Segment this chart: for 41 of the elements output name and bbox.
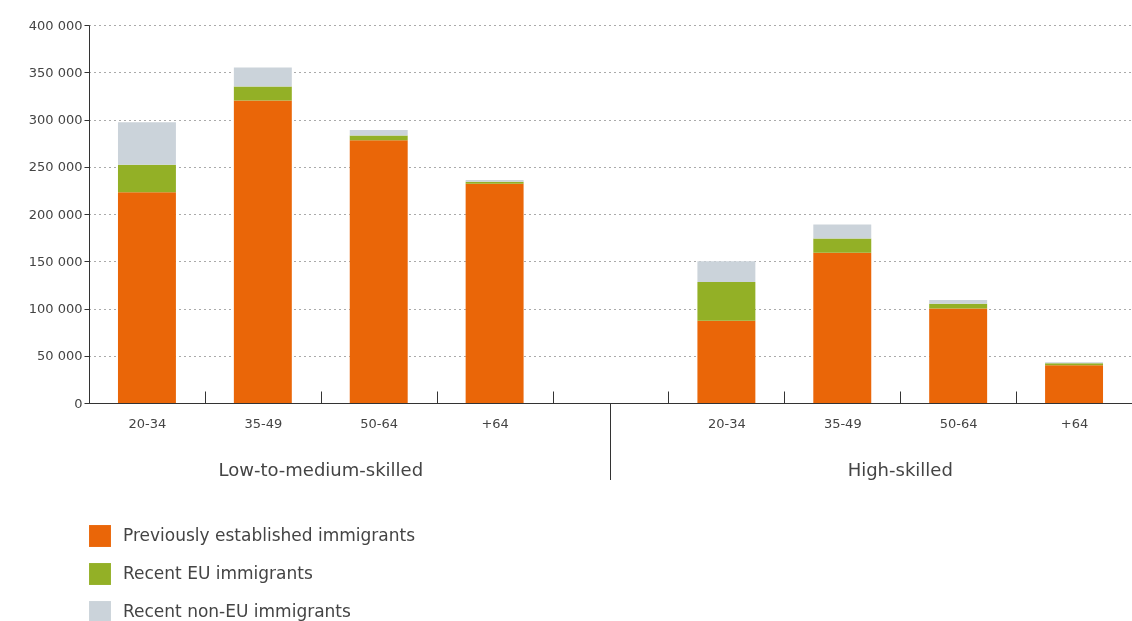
bar <box>697 261 756 283</box>
bar <box>349 129 408 136</box>
legend-label: Recent EU immigrants <box>123 563 313 583</box>
x-tick-label: 50-64 <box>360 415 399 431</box>
y-tick-label: 200 000 <box>28 206 83 222</box>
bar <box>117 164 176 193</box>
y-tick-label: 50 000 <box>37 348 83 364</box>
x-tick-label: 50-64 <box>939 415 978 431</box>
x-tick-label: 35-49 <box>244 415 283 431</box>
x-tick-label: +64 <box>481 415 509 431</box>
bar <box>697 320 756 403</box>
bar <box>465 183 524 403</box>
legend-label: Previously established immigrants <box>123 525 416 545</box>
y-tick-label: 150 000 <box>28 253 83 269</box>
text: High-skilled <box>847 459 953 480</box>
bar <box>233 67 292 87</box>
legend-label: Recent non-EU immigrants <box>123 601 352 621</box>
y-tick-label: 400 000 <box>28 17 83 33</box>
y-tick-label: 250 000 <box>28 159 83 175</box>
x-tick-label: +64 <box>1060 415 1089 431</box>
bar <box>929 308 988 403</box>
y-tick-label: 0 <box>74 395 83 411</box>
y-tick-label: 300 000 <box>28 112 83 127</box>
x-tick-label: 35-49 <box>823 415 862 431</box>
bar <box>813 224 872 239</box>
bar <box>349 140 408 403</box>
bar <box>813 238 872 253</box>
bar <box>233 100 292 403</box>
bar <box>929 300 988 304</box>
bar <box>117 122 176 165</box>
x-tick-label: 20-34 <box>128 415 167 431</box>
bar <box>1045 365 1104 403</box>
y-tick-label: 100 000 <box>28 301 83 316</box>
text: Low-to-medium-skilled <box>218 459 424 480</box>
bar <box>813 252 872 403</box>
bar <box>233 86 292 101</box>
bar <box>929 303 988 309</box>
bar <box>697 282 756 321</box>
x-tick-label: 20-34 <box>708 415 746 431</box>
y-tick-label: 350 000 <box>28 64 83 80</box>
bar <box>117 192 176 403</box>
